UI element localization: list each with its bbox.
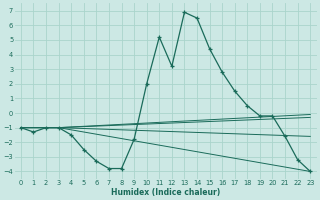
X-axis label: Humidex (Indice chaleur): Humidex (Indice chaleur) bbox=[111, 188, 220, 197]
